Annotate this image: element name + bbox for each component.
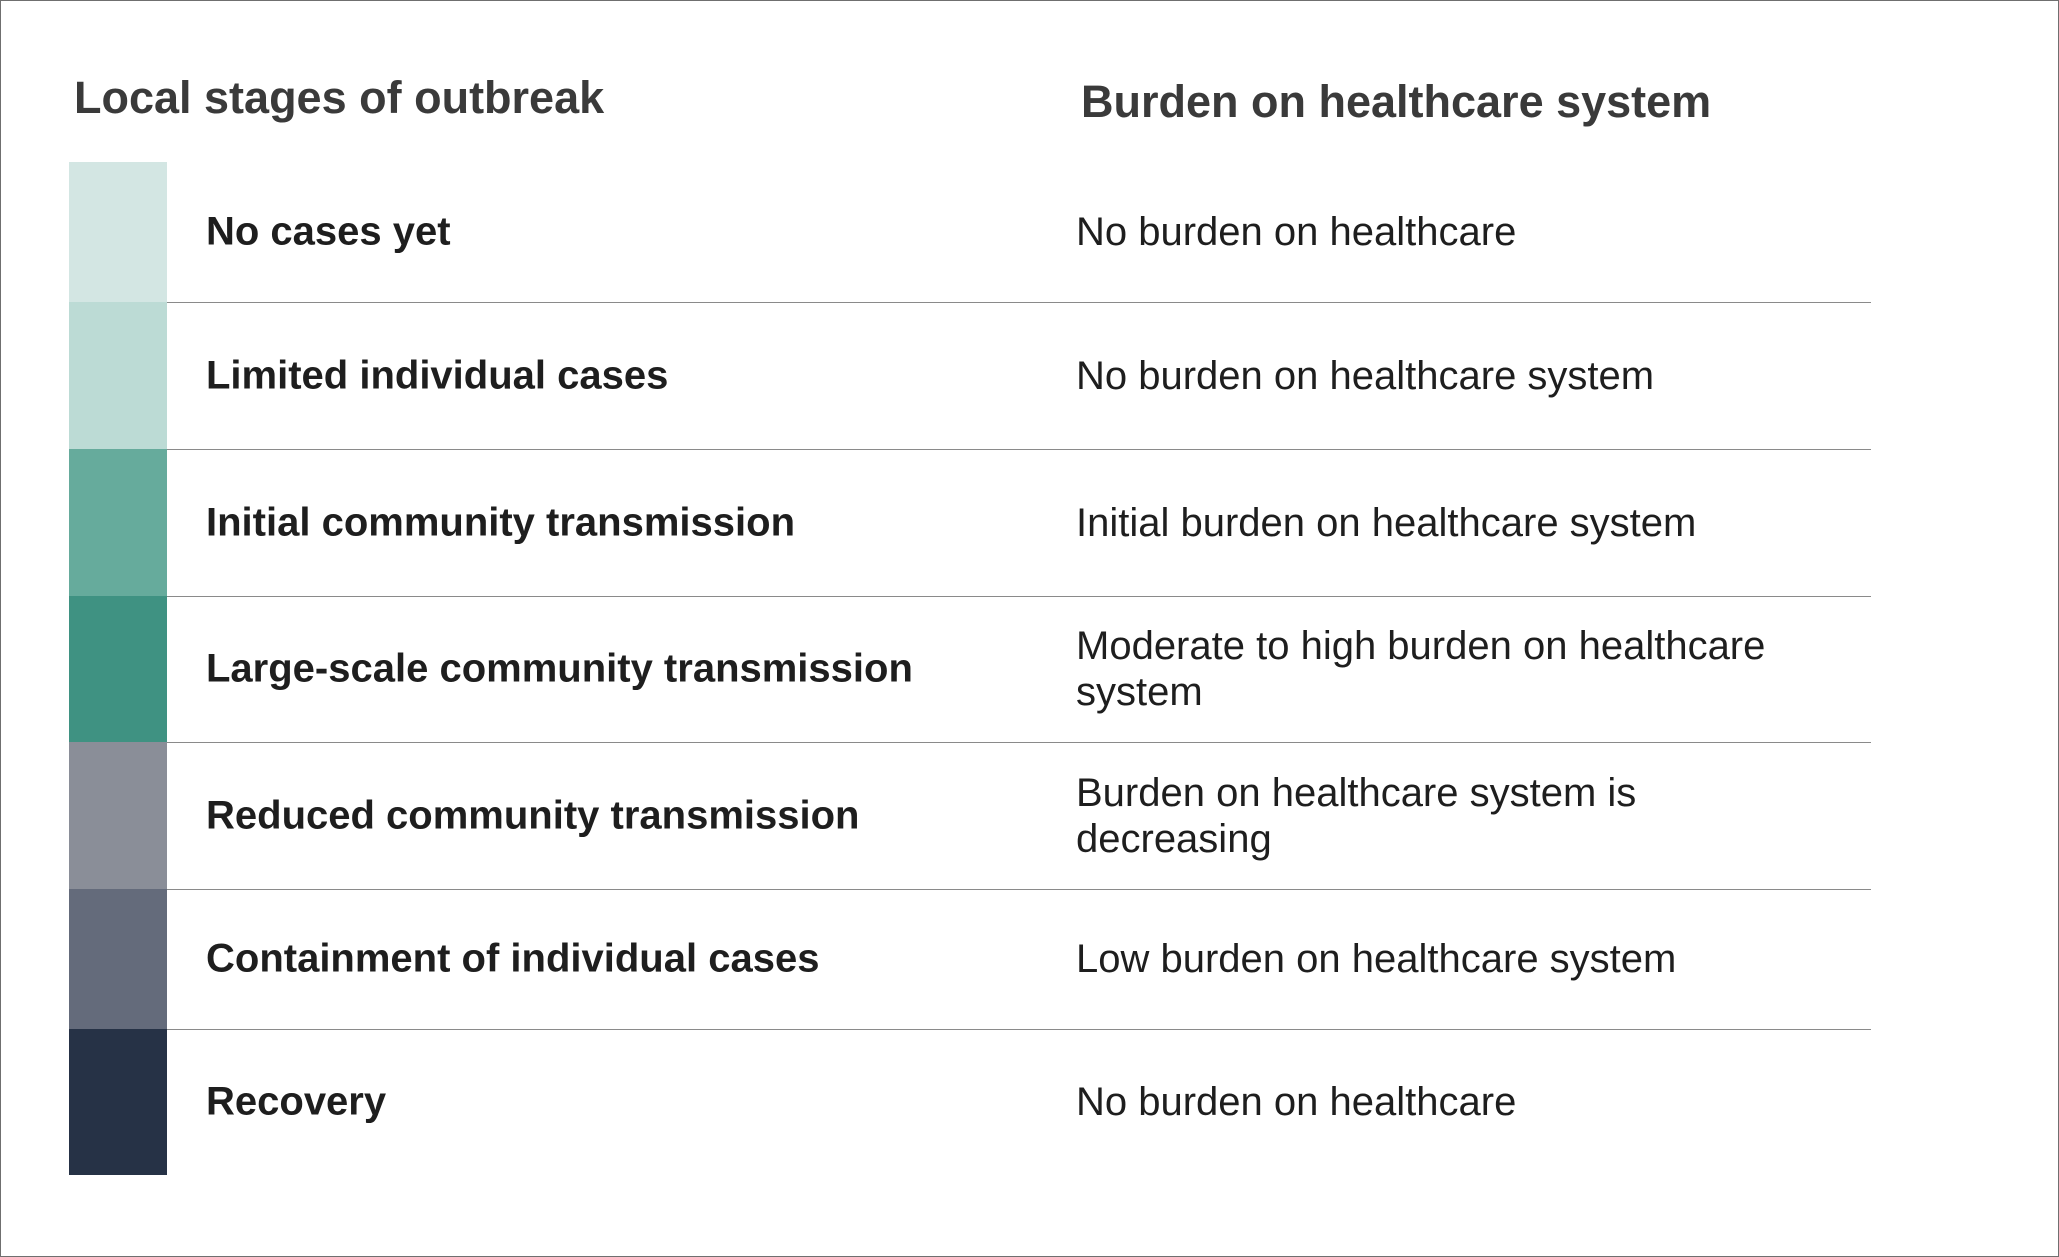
burden-header: Burden on healthcare system [1081, 76, 1712, 127]
table-row: No cases yet No burden on healthcare [0, 162, 2059, 303]
burden-label: No burden on healthcare [1076, 210, 1517, 254]
stage-color-swatch [69, 162, 167, 302]
stage-color-swatch [69, 889, 167, 1029]
table-row: Limited individual cases No burden on he… [0, 302, 2059, 450]
table-row: Initial community transmission Initial b… [0, 449, 2059, 597]
stage-label: Limited individual cases [206, 353, 669, 397]
row-divider [167, 596, 1871, 597]
stage-color-swatch [69, 302, 167, 449]
stage-label: Reduced community transmission [206, 793, 860, 837]
stage-label: Recovery [206, 1079, 387, 1124]
row-divider [167, 449, 1871, 450]
row-divider [167, 742, 1871, 743]
table-row: Reduced community transmission Burden on… [0, 742, 2059, 890]
burden-label: Low burden on healthcare system [1076, 937, 1677, 981]
stage-color-swatch [69, 596, 167, 742]
row-divider [167, 889, 1871, 890]
burden-label: Burden on healthcare system is decreasin… [1076, 770, 1637, 861]
burden-label: No burden on healthcare [1076, 1080, 1517, 1124]
stage-color-swatch [69, 1029, 167, 1175]
stage-label: Large-scale community transmission [206, 646, 913, 691]
table-row: Containment of individual cases Low burd… [0, 889, 2059, 1030]
row-divider [167, 302, 1871, 303]
table-row: Recovery No burden on healthcare [0, 1029, 2059, 1175]
stages-header: Local stages of outbreak [74, 72, 605, 123]
stage-color-swatch [69, 449, 167, 596]
row-divider [167, 1029, 1871, 1030]
stage-label: No cases yet [206, 209, 451, 254]
stage-label: Initial community transmission [206, 500, 796, 544]
burden-label: Moderate to high burden on healthcare sy… [1076, 624, 1766, 714]
stage-color-swatch [69, 742, 167, 889]
burden-label: Initial burden on healthcare system [1076, 500, 1697, 545]
table-row: Large-scale community transmission Moder… [0, 596, 2059, 743]
stage-label: Containment of individual cases [206, 936, 820, 981]
burden-label: No burden on healthcare system [1076, 353, 1655, 398]
